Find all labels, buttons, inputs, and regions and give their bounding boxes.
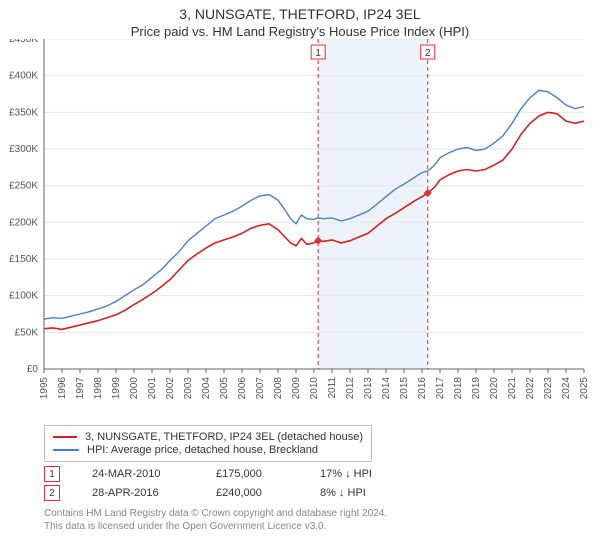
svg-text:£250K: £250K	[9, 181, 38, 192]
chart-subtitle: Price paid vs. HM Land Registry's House …	[0, 24, 600, 39]
legend: 3, NUNSGATE, THETFORD, IP24 3EL (detache…	[44, 425, 372, 462]
svg-text:1999: 1999	[111, 377, 122, 400]
svg-text:1995: 1995	[39, 377, 50, 400]
svg-text:2007: 2007	[255, 377, 266, 400]
svg-text:£450K: £450K	[9, 39, 38, 45]
svg-text:2019: 2019	[471, 377, 482, 400]
svg-text:2023: 2023	[543, 377, 554, 400]
svg-text:2005: 2005	[219, 377, 230, 400]
sale-delta: 8% ↓ HPI	[320, 487, 366, 499]
svg-text:1997: 1997	[75, 377, 86, 400]
svg-text:2021: 2021	[507, 377, 518, 400]
sale-price: £240,000	[216, 487, 288, 499]
svg-text:2013: 2013	[363, 377, 374, 400]
svg-text:2025: 2025	[579, 377, 590, 400]
svg-text:2001: 2001	[147, 377, 158, 400]
svg-text:£400K: £400K	[9, 71, 38, 82]
legend-row: HPI: Average price, detached house, Brec…	[53, 444, 363, 456]
legend-swatch	[53, 449, 79, 451]
svg-text:£350K: £350K	[9, 107, 38, 118]
svg-text:2008: 2008	[273, 377, 284, 400]
svg-text:2003: 2003	[183, 377, 194, 400]
sales-row: 2 28-APR-2016 £240,000 8% ↓ HPI	[44, 485, 600, 501]
chart-title: 3, NUNSGATE, THETFORD, IP24 3EL	[0, 6, 600, 22]
svg-text:2006: 2006	[237, 377, 248, 400]
svg-text:1998: 1998	[93, 377, 104, 400]
footer-line: Contains HM Land Registry data © Crown c…	[44, 507, 600, 520]
svg-text:2018: 2018	[453, 377, 464, 400]
legend-label: 3, NUNSGATE, THETFORD, IP24 3EL (detache…	[85, 431, 363, 443]
footer-line: This data is licensed under the Open Gov…	[44, 520, 600, 533]
sale-marker: 1	[44, 466, 60, 482]
svg-text:2022: 2022	[525, 377, 536, 400]
svg-text:2009: 2009	[291, 377, 302, 400]
svg-text:£100K: £100K	[9, 291, 38, 302]
svg-text:2: 2	[425, 48, 431, 59]
svg-text:2015: 2015	[399, 377, 410, 400]
sale-delta: 17% ↓ HPI	[320, 468, 372, 480]
sale-marker: 2	[44, 485, 60, 501]
svg-text:2024: 2024	[561, 377, 572, 400]
svg-text:2004: 2004	[201, 377, 212, 400]
svg-text:2010: 2010	[309, 377, 320, 400]
sale-price: £175,000	[216, 468, 288, 480]
svg-text:1: 1	[315, 48, 321, 59]
sale-date: 24-MAR-2010	[92, 468, 184, 480]
svg-text:1996: 1996	[57, 377, 68, 400]
svg-text:£150K: £150K	[9, 254, 38, 265]
svg-text:2002: 2002	[165, 377, 176, 400]
price-chart: £0 £50K £100K £150K £200K £250K £300K £350K £400…	[0, 39, 600, 419]
svg-text:£0: £0	[27, 364, 39, 375]
svg-text:2016: 2016	[417, 377, 428, 400]
svg-text:£300K: £300K	[9, 144, 38, 155]
sale-date: 28-APR-2016	[92, 487, 184, 499]
svg-text:2017: 2017	[435, 377, 446, 400]
sales-row: 1 24-MAR-2010 £175,000 17% ↓ HPI	[44, 466, 600, 482]
svg-text:2011: 2011	[327, 377, 338, 399]
footer-attribution: Contains HM Land Registry data © Crown c…	[44, 507, 600, 533]
svg-text:£200K: £200K	[9, 217, 38, 228]
svg-text:2000: 2000	[129, 377, 140, 400]
svg-text:2012: 2012	[345, 377, 356, 400]
legend-row: 3, NUNSGATE, THETFORD, IP24 3EL (detache…	[53, 431, 363, 443]
legend-swatch	[53, 436, 77, 438]
sales-table: 1 24-MAR-2010 £175,000 17% ↓ HPI 2 28-APR-201…	[44, 466, 600, 501]
svg-text:2020: 2020	[489, 377, 500, 400]
svg-text:2014: 2014	[381, 377, 392, 400]
legend-label: HPI: Average price, detached house, Brec…	[87, 444, 318, 456]
svg-text:£50K: £50K	[15, 327, 39, 338]
